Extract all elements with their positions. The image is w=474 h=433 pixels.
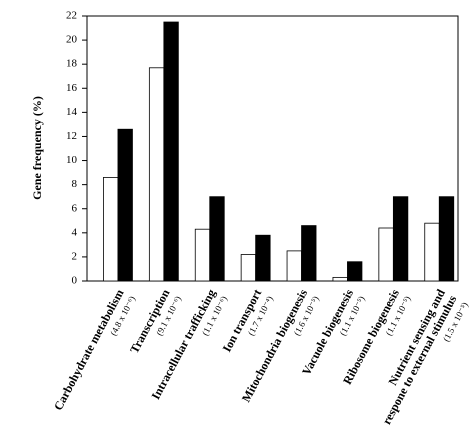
bar [103, 177, 119, 282]
y-tick-label: 14 [66, 106, 78, 118]
y-tick-label: 6 [72, 202, 78, 214]
x-tick-label-group: Carbohydrate metabolism(4.8 x 10⁻⁶) [51, 287, 137, 413]
bar [148, 67, 165, 282]
y-tick-label: 12 [66, 130, 77, 142]
bar [163, 21, 179, 282]
bar [332, 276, 348, 282]
y-tick-label: 20 [66, 34, 78, 46]
y-tick-label: 22 [66, 10, 77, 22]
y-tick-label: 2 [72, 250, 78, 262]
bar [301, 225, 317, 282]
x-tick-label: Carbohydrate metabolism [51, 287, 127, 413]
y-tick-label: 16 [66, 82, 78, 94]
y-tick-label: 18 [66, 58, 78, 70]
bar [209, 196, 225, 282]
y-axis-label: Gene frequency (%) [30, 96, 44, 200]
y-tick-label: 10 [66, 154, 78, 166]
y-tick-label: 0 [72, 275, 78, 287]
bar [117, 128, 133, 282]
bar [347, 261, 363, 282]
bar [424, 222, 440, 282]
bar [240, 254, 257, 282]
bar [438, 196, 455, 282]
y-tick-label: 8 [72, 178, 78, 190]
y-tick-label: 4 [72, 226, 78, 238]
plot-frame [86, 15, 459, 282]
bar [378, 227, 394, 282]
bar [255, 234, 271, 282]
bar [392, 196, 409, 282]
bar [194, 228, 211, 282]
bar [286, 250, 302, 282]
